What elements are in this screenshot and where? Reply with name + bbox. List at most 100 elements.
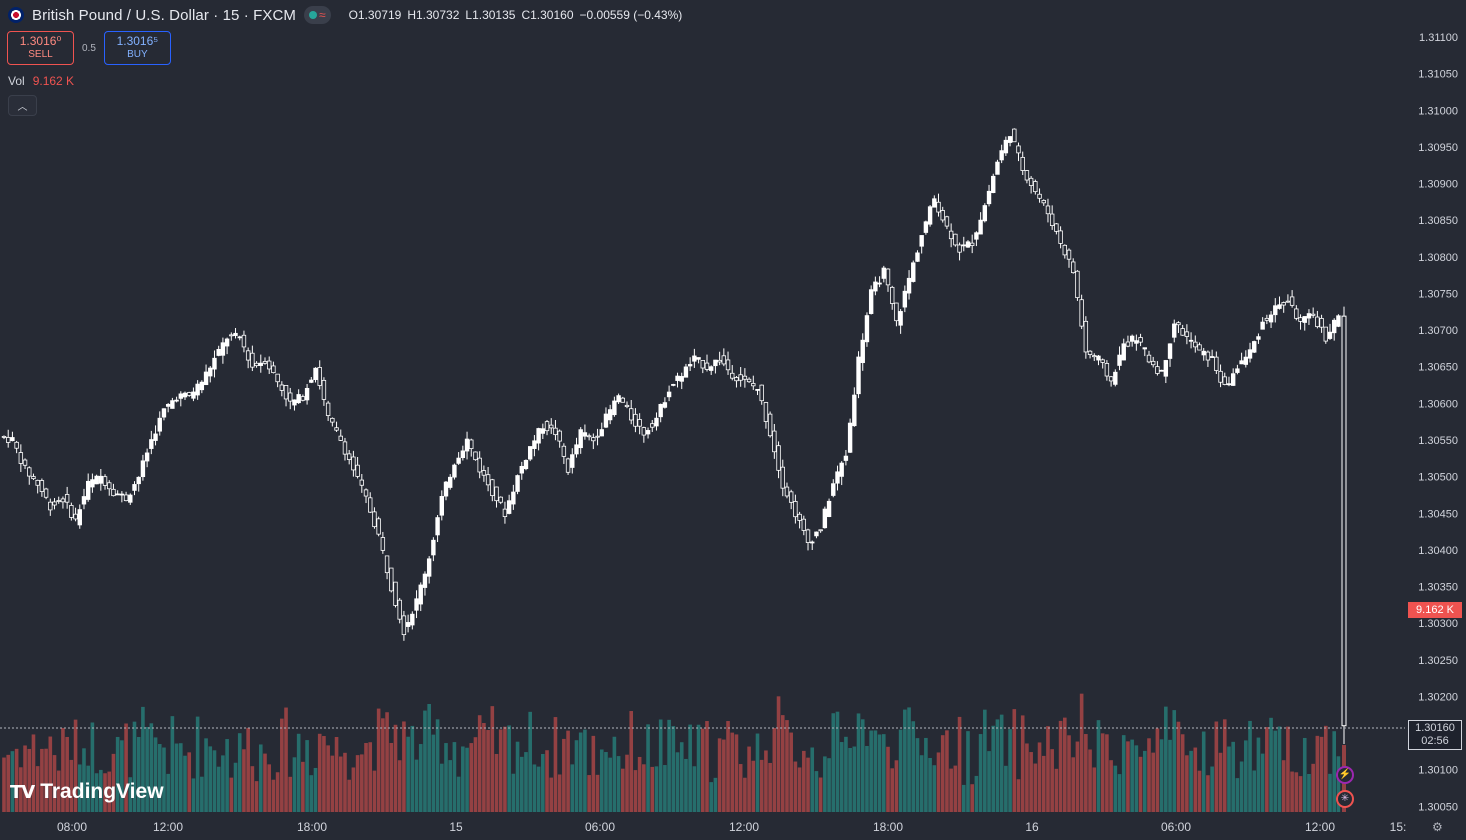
volume-bar	[507, 725, 511, 812]
volume-bar	[136, 736, 141, 812]
candle-body	[56, 500, 61, 502]
market-status-pill[interactable]: ≈	[303, 6, 331, 24]
volume-bar	[562, 738, 566, 812]
volume-bar	[44, 748, 48, 812]
volume-bar	[823, 756, 827, 812]
volume-bar	[519, 756, 524, 812]
candle-body	[1230, 373, 1236, 386]
candle-body	[325, 402, 331, 416]
time-tick-label: 15	[449, 820, 463, 834]
candle-body	[1281, 302, 1286, 306]
volume-bar	[928, 757, 932, 812]
volume-bar	[448, 760, 453, 812]
candle-body	[481, 470, 487, 476]
candle-body	[342, 441, 348, 455]
candle-body	[262, 361, 268, 364]
candle-body	[755, 389, 760, 391]
settings-gear-icon[interactable]: ⚙	[1432, 820, 1443, 834]
time-axis[interactable]: 08:00 12:00 18:00 15 06:00 12:00 18:00 16 06:00 1…	[57, 820, 1406, 834]
volume-bar	[494, 753, 499, 812]
candle-body	[1268, 314, 1274, 323]
candle-body	[932, 198, 937, 208]
volume-bar	[709, 782, 713, 812]
volume-bar	[1008, 729, 1012, 812]
volume-bar	[1235, 778, 1240, 812]
candle-body	[288, 392, 293, 402]
candle-body	[506, 500, 512, 514]
buy-button[interactable]: 1.3016⁵ BUY	[103, 31, 171, 65]
price-tick-label: 1.31100	[1419, 32, 1458, 44]
volume-bar	[406, 736, 410, 812]
candle-body	[772, 430, 777, 453]
volume-bar	[961, 784, 966, 812]
volume-bar	[1037, 742, 1042, 812]
candle-body	[1041, 200, 1046, 204]
candle-body	[136, 476, 141, 485]
sell-label: SELL	[28, 49, 53, 60]
candle-body	[868, 289, 874, 314]
candle-body	[1277, 304, 1282, 309]
candle-body	[1167, 343, 1173, 359]
volume-bar	[1113, 765, 1118, 812]
candle-body	[687, 364, 693, 367]
candle-body	[1180, 328, 1185, 336]
lightning-event-icon[interactable]: ⚡	[1336, 766, 1354, 784]
price-axis[interactable]: 1.31100 1.31050 1.31000 1.30950 1.30900 1.308…	[1418, 32, 1458, 813]
sell-button[interactable]: 1.3016⁰ SELL	[7, 31, 74, 65]
volume-bar	[945, 730, 949, 812]
candle-body	[822, 508, 828, 529]
volume-bar	[402, 721, 406, 812]
volume-bar	[2, 757, 6, 812]
volume-bar	[566, 730, 570, 812]
volume-price-badge: 9.162 K	[1408, 602, 1462, 618]
candle-body	[915, 252, 920, 262]
candle-body	[203, 371, 209, 386]
candle-body	[1336, 315, 1341, 327]
collapse-legend-button[interactable]: ︿	[8, 95, 37, 116]
candle-body	[443, 481, 449, 497]
market-open-icon	[308, 11, 317, 19]
candle-body	[435, 517, 440, 536]
volume-bar	[654, 766, 659, 812]
volume-bar	[385, 712, 389, 812]
price-tick-label: 1.30050	[1418, 801, 1458, 813]
volume-bar	[831, 713, 836, 812]
candle-body	[1176, 322, 1181, 326]
volume-bar	[90, 722, 95, 812]
volume-bar	[802, 750, 806, 812]
candle-body	[751, 383, 756, 387]
candle-body	[490, 479, 495, 497]
candle-body	[578, 429, 583, 449]
volume-legend[interactable]: Vol 9.162 K	[8, 74, 74, 88]
candle-body	[452, 464, 457, 478]
volume-bar	[1281, 760, 1286, 812]
tradingview-logo[interactable]: 𝗧𝗩 TradingView	[10, 780, 164, 804]
volume-bar	[1105, 734, 1109, 812]
volume-bar	[1151, 752, 1155, 812]
volume-bar	[456, 776, 461, 812]
volume-value: 9.162 K	[32, 74, 75, 88]
price-tick-label: 1.31000	[1418, 105, 1458, 117]
volume-bar	[570, 764, 575, 812]
uk-flag-event-icon[interactable]: ✳	[1336, 790, 1354, 808]
volume-bar	[258, 744, 263, 812]
open-value: O1.30719	[349, 8, 402, 22]
volume-bar	[439, 763, 444, 812]
candle-body	[570, 454, 575, 468]
candle-body	[814, 531, 819, 537]
candle-body	[927, 206, 933, 225]
candle-body	[852, 394, 857, 427]
candle-body	[321, 379, 327, 400]
volume-bar	[1256, 737, 1261, 812]
symbol-legend[interactable]: British Pound / U.S. Dollar · 15 · FXCM …	[8, 6, 682, 24]
volume-bar	[839, 742, 844, 812]
volume-bar	[629, 711, 634, 812]
candle-body	[1264, 317, 1270, 321]
volume-bar	[793, 761, 798, 812]
volume-bar	[1075, 741, 1080, 812]
volume-bar	[1134, 745, 1139, 812]
candle-body	[161, 408, 167, 418]
symbol-title[interactable]: British Pound / U.S. Dollar · 15 · FXCM	[32, 6, 296, 24]
volume-bar	[179, 743, 183, 812]
